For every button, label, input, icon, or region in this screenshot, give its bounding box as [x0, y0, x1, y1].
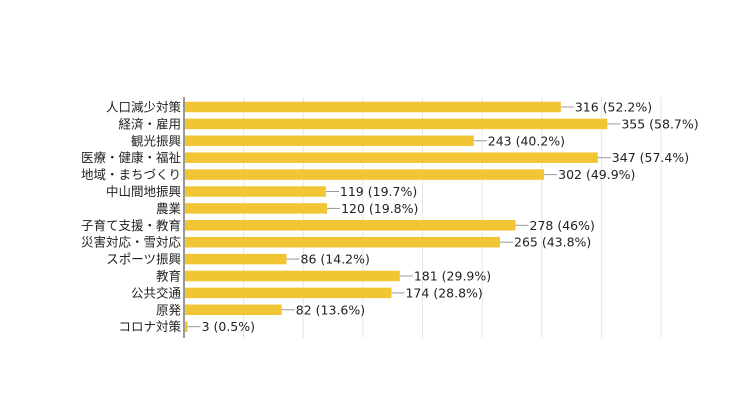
category-label: コロナ対策 — [118, 319, 181, 334]
category-label: 医療・健康・福祉 — [81, 150, 182, 165]
labels: 人口減少対策 316 (52.2%) 経済・雇用 355 (58.7%) 観光振興 243… — [81, 100, 699, 335]
bar — [185, 236, 501, 248]
category-label: 子育て支援・教育 — [81, 218, 181, 233]
data-label: 302 (49.9%) — [558, 167, 635, 182]
category-label: 地域・まちづくり — [81, 167, 181, 182]
data-label: 355 (58.7%) — [621, 116, 698, 131]
bar — [185, 287, 392, 299]
category-label: 中山間地振興 — [106, 184, 181, 199]
data-label: 347 (57.4%) — [612, 150, 689, 165]
bar — [185, 270, 400, 282]
data-label: 119 (19.7%) — [340, 184, 417, 199]
bar — [185, 152, 598, 163]
bar — [185, 253, 287, 265]
data-label: 316 (52.2%) — [575, 100, 652, 115]
bar — [185, 135, 474, 147]
category-label: 原発 — [156, 302, 182, 317]
bar — [185, 118, 608, 130]
category-label: 農業 — [156, 201, 182, 216]
data-label: 86 (14.2%) — [301, 252, 370, 267]
data-label: 174 (28.8%) — [405, 285, 482, 300]
data-label: 278 (46%) — [530, 218, 595, 233]
category-label: 人口減少対策 — [106, 100, 182, 115]
data-label: 243 (40.2%) — [488, 133, 565, 148]
data-label: 82 (13.6%) — [296, 302, 365, 317]
category-label: 公共交通 — [131, 285, 182, 300]
category-label: 経済・雇用 — [118, 116, 181, 131]
category-label: 教育 — [156, 269, 181, 284]
category-label: 災害対応・雪対応 — [81, 235, 182, 250]
bar — [185, 203, 328, 214]
data-label: 181 (29.9%) — [414, 269, 491, 284]
bar — [185, 220, 516, 231]
category-label: 観光振興 — [131, 133, 181, 148]
data-label: 120 (19.8%) — [341, 201, 418, 216]
data-label: 3 (0.5%) — [202, 319, 255, 334]
bar — [185, 101, 561, 113]
bar — [185, 169, 545, 180]
bar — [185, 186, 326, 197]
data-label: 265 (43.8%) — [514, 235, 591, 250]
category-label: スポーツ振興 — [106, 252, 181, 267]
bar — [185, 321, 188, 332]
bar — [185, 304, 282, 316]
bars — [185, 101, 608, 332]
